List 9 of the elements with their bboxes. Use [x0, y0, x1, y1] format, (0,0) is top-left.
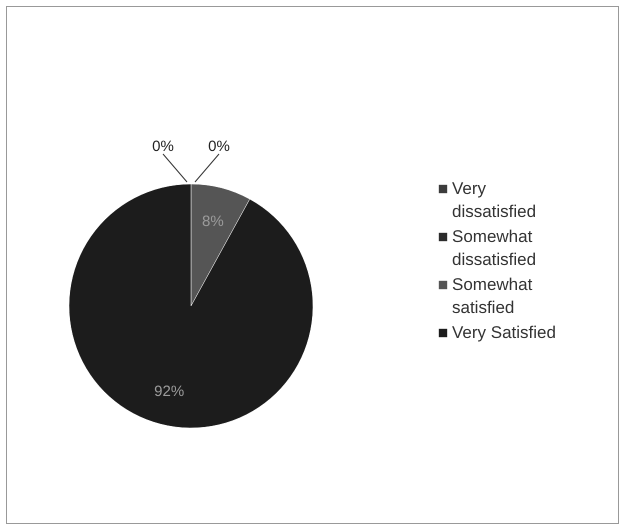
data-label: 8% [202, 212, 224, 230]
text: 0% [208, 138, 230, 155]
pie-slice [68, 184, 314, 428]
legend-label: Very dissatisfied [452, 179, 536, 221]
legend-label: Very Satisfied [452, 323, 556, 342]
data-label: 92% [154, 383, 184, 400]
text: 0% [152, 138, 174, 155]
legend-label: Somewhat dissatisfied [452, 227, 536, 269]
legend-label: Somewhat satisfied [452, 275, 533, 317]
